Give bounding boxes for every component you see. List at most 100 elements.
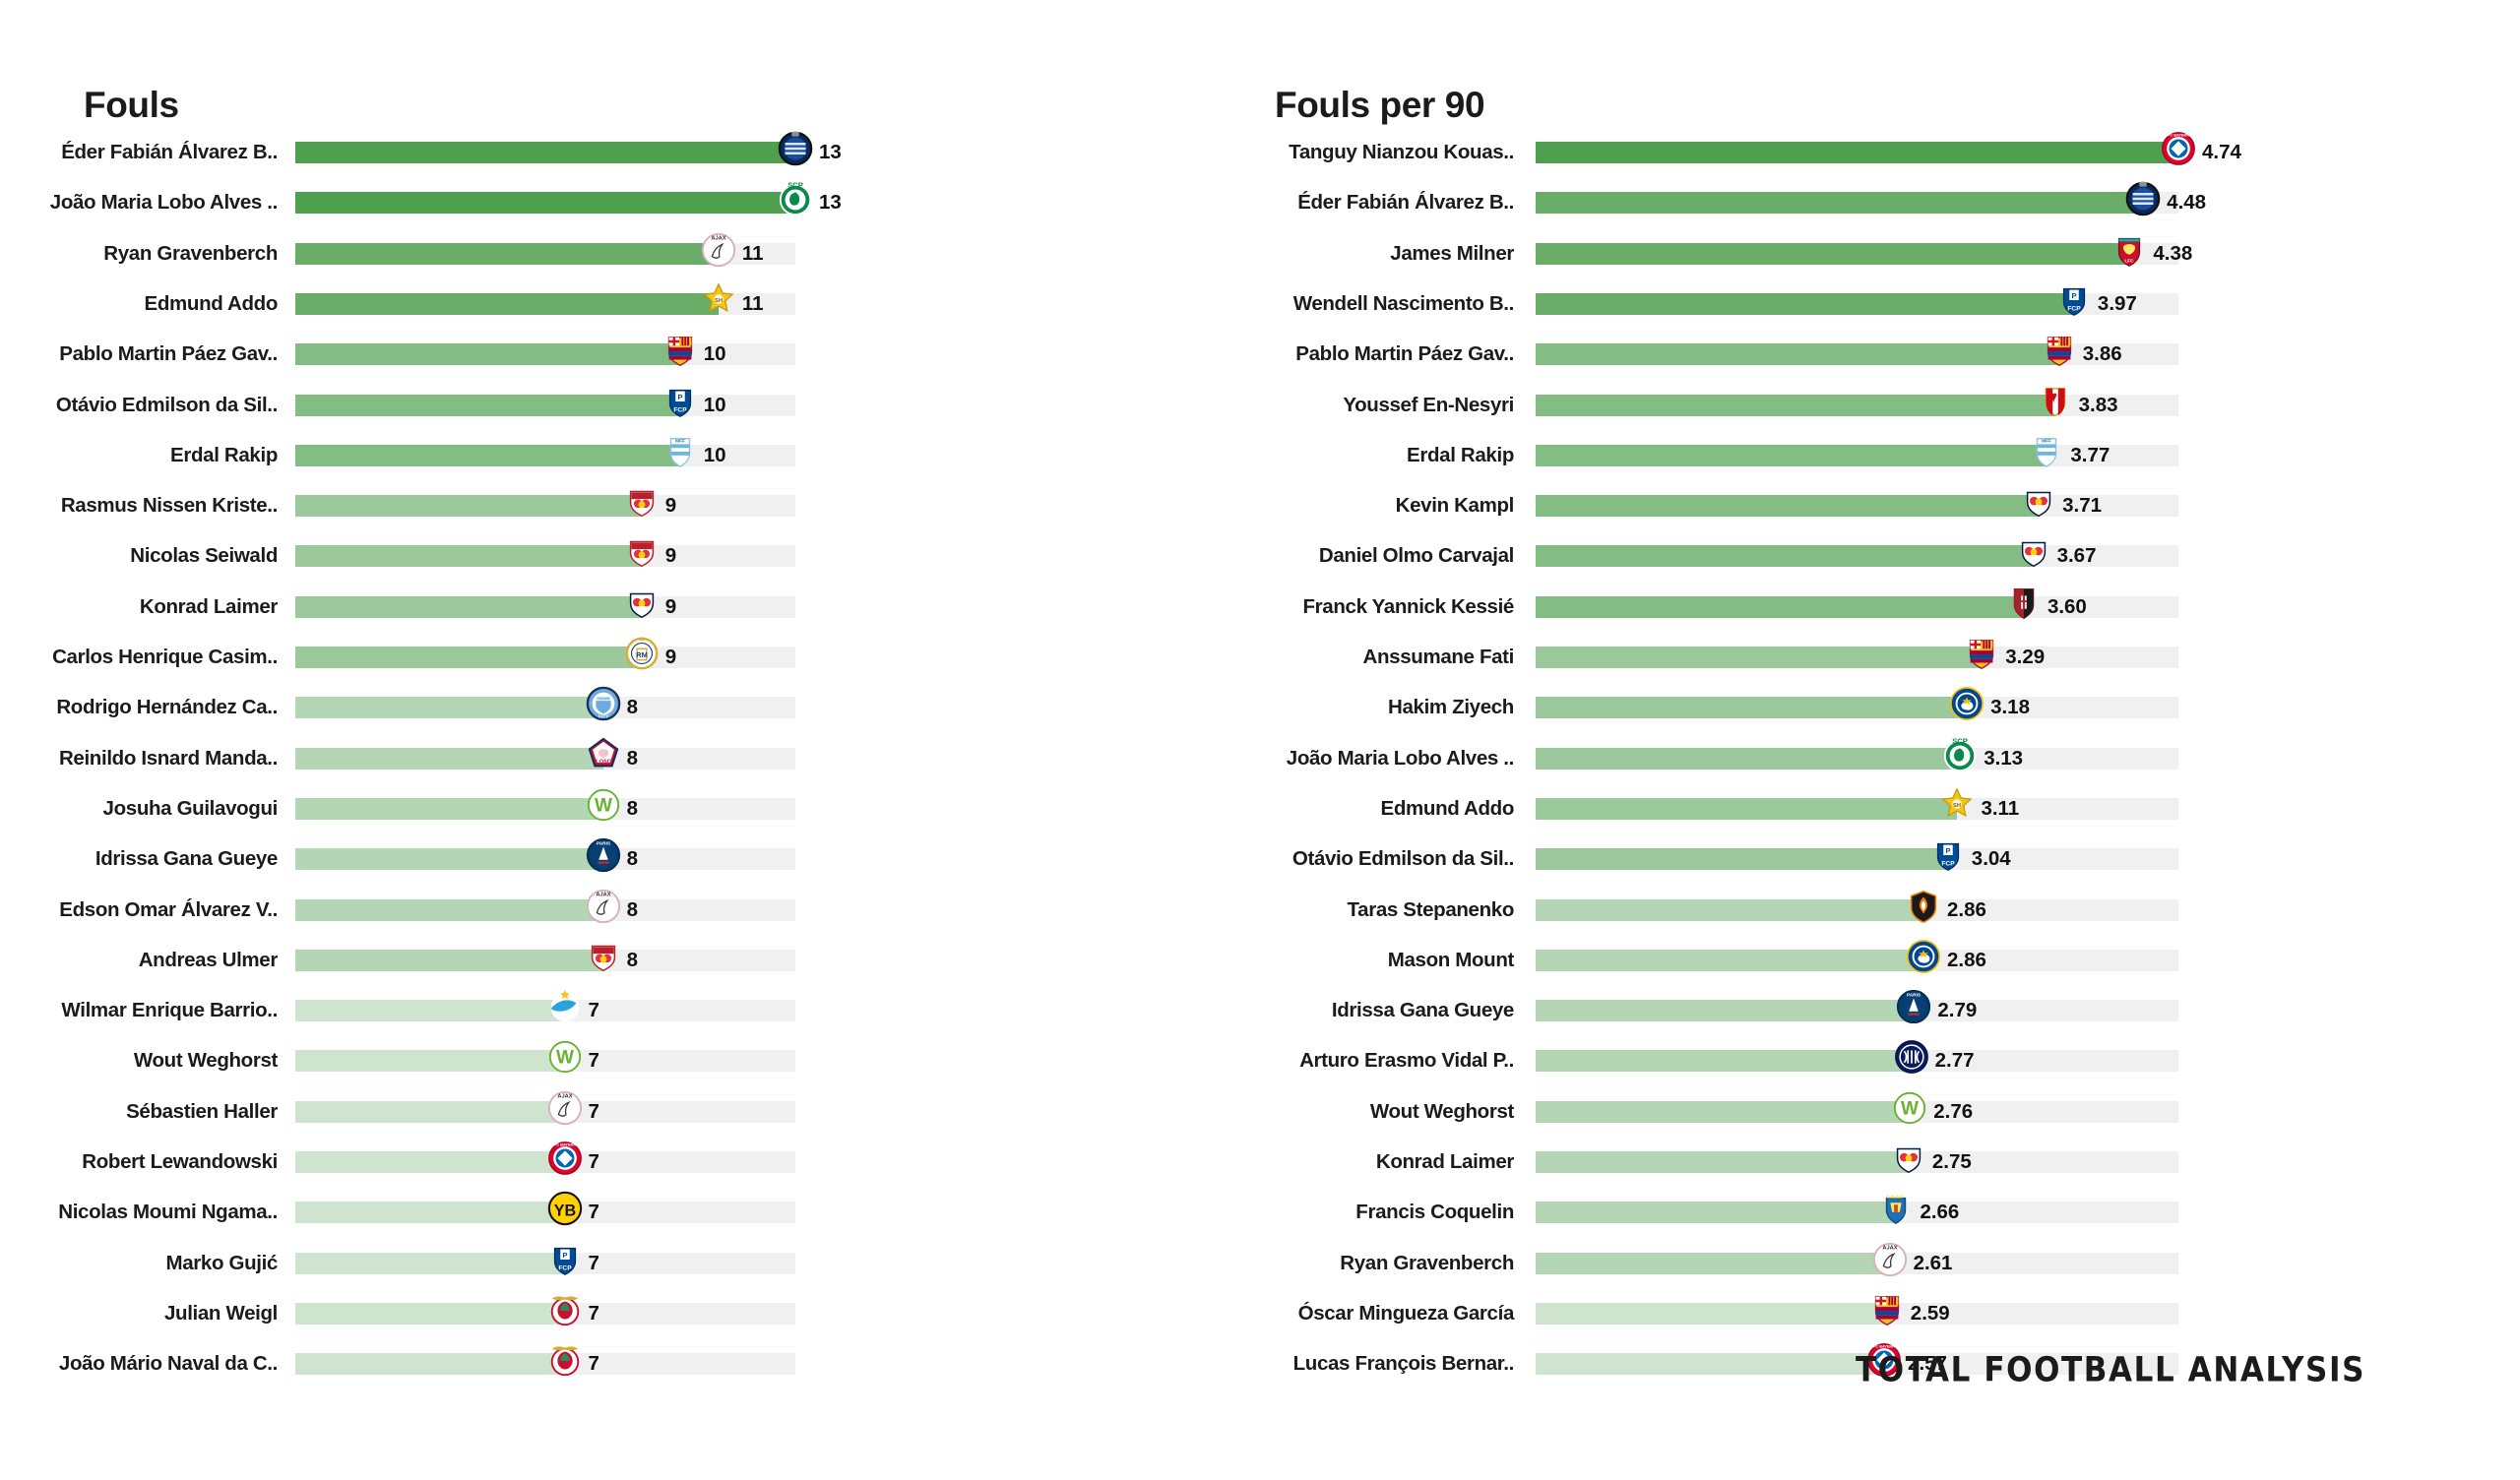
bar-track — [295, 848, 795, 871]
chart-row: Carlos Henrique Casim.. RM 9 — [0, 636, 1250, 672]
club-crest-lille-icon: LOSC — [585, 736, 622, 773]
value-bar — [1536, 797, 1958, 820]
bar-track — [295, 1151, 795, 1173]
row-player-label: James Milner — [1390, 241, 1514, 265]
row-value-label: 10 — [703, 443, 726, 466]
bar-track — [295, 797, 795, 820]
bar-track — [1536, 797, 2178, 820]
row-value-label: 3.11 — [1981, 796, 2020, 820]
row-value-label: 9 — [664, 544, 677, 568]
value-bar — [295, 545, 642, 568]
value-bar — [295, 848, 603, 871]
club-crest-ac-milan-icon — [2005, 585, 2043, 622]
club-crest-sheriff-icon: SH — [700, 281, 737, 319]
row-player-label: Edmund Addo — [144, 291, 279, 315]
page-title-fouls-per-90: Fouls per 90 — [1275, 85, 1485, 125]
value-bar — [295, 898, 603, 921]
club-crest-psg-icon: PARIS — [1895, 988, 1932, 1025]
club-crest-liverpool-icon: LFC — [2110, 231, 2148, 269]
bar-track — [295, 647, 795, 668]
value-bar — [295, 142, 795, 163]
club-crest-wolfsburg-icon: W — [1891, 1089, 1928, 1127]
row-value-label: 7 — [588, 1352, 599, 1376]
row-value-label: 3.77 — [2070, 443, 2110, 466]
svg-text:AJAX: AJAX — [596, 892, 610, 897]
row-player-label: Nicolas Moumi Ngama.. — [58, 1201, 278, 1224]
row-player-label: Pablo Martin Páez Gav.. — [1295, 342, 1514, 366]
fouls-chart-panel: Fouls Éder Fabián Álvarez B.. 13 João Mari… — [0, 0, 1250, 1480]
bar-track — [295, 1202, 795, 1224]
bar-track — [295, 545, 795, 568]
row-player-label: Reinildo Isnard Manda.. — [58, 746, 278, 770]
chart-row: João Maria Lobo Alves .. SCP 3.13 — [1250, 736, 2520, 773]
svg-text:P: P — [562, 1251, 567, 1260]
row-player-label: Kevin Kampl — [1395, 494, 1515, 518]
row-value-label: 9 — [664, 646, 677, 668]
svg-text:PARIS: PARIS — [1907, 993, 1921, 999]
row-player-label: Hakim Ziyech — [1388, 696, 1514, 719]
row-value-label: 13 — [819, 141, 842, 163]
chart-row: Anssumane Fati 3.29 — [1250, 639, 2520, 672]
bar-track — [1536, 898, 2178, 921]
bar-track — [295, 1050, 795, 1073]
svg-text:LOSC: LOSC — [596, 759, 611, 765]
svg-text:AJAX: AJAX — [557, 1093, 572, 1099]
row-value-label: 7 — [588, 1201, 599, 1224]
row-player-label: Marko Gujić — [165, 1251, 279, 1274]
row-value-label: 4.74 — [2202, 141, 2241, 163]
chart-row: Otávio Edmilson da Sil.. P FCP 10 — [0, 389, 1250, 420]
value-bar — [1536, 444, 2048, 466]
club-crest-chelsea-icon — [1905, 938, 1942, 975]
row-value-label: 3.04 — [1971, 847, 2011, 871]
chart-row: Hakim Ziyech 3.18 — [1250, 687, 2520, 722]
svg-text:P: P — [1945, 846, 1950, 855]
row-player-label: Edmund Addo — [1380, 796, 1515, 820]
value-bar — [295, 797, 603, 820]
chart-row: Julian Weigl 7 — [0, 1296, 1250, 1328]
club-crest-porto-icon: P FCP — [2055, 281, 2093, 319]
value-bar — [295, 1202, 565, 1224]
bar-track — [295, 142, 795, 163]
bar-track — [295, 1302, 795, 1325]
chart-row: Óscar Mingueza García 2.59 — [1250, 1295, 2520, 1328]
bar-track — [1536, 343, 2178, 366]
value-bar — [295, 1050, 565, 1073]
club-crest-rb-leipzig-icon — [2020, 483, 2057, 521]
club-crest-porto-icon: P FCP — [662, 383, 699, 420]
club-crest-salzburg-icon — [623, 483, 661, 521]
svg-text:CITY: CITY — [598, 714, 609, 720]
chart-row: Éder Fabián Álvarez B.. 13 — [0, 131, 1250, 167]
svg-text:P: P — [677, 393, 682, 401]
club-crest-malmo-icon: MFF — [662, 433, 699, 470]
chart-row: Youssef En-Nesyri 3.83 — [1250, 387, 2520, 420]
row-player-label: Anssumane Fati — [1362, 646, 1515, 668]
value-bar — [295, 292, 719, 315]
svg-text:MFF: MFF — [675, 438, 685, 444]
value-bar — [1536, 1000, 1915, 1022]
bar-track — [1536, 747, 2178, 770]
chart-row: João Maria Lobo Alves .. SCP 13 — [0, 181, 1250, 217]
bar-track — [1536, 697, 2178, 719]
club-crest-barcelona-icon — [2041, 332, 2078, 369]
row-player-label: Éder Fabián Álvarez B.. — [61, 141, 278, 163]
svg-text:FC BAYERN: FC BAYERN — [2168, 134, 2189, 138]
chart-row: Idrissa Gana Gueye PARIS 8 — [0, 838, 1250, 874]
row-player-label: Arturo Erasmo Vidal P.. — [1299, 1049, 1514, 1073]
bar-track — [1536, 647, 2178, 668]
chart-row: Konrad Laimer 9 — [0, 592, 1250, 622]
svg-text:SH: SH — [715, 298, 723, 304]
row-value-label: 2.59 — [1910, 1301, 1950, 1325]
row-value-label: 3.67 — [2056, 544, 2097, 568]
chart-row: Tanguy Nianzou Kouas.. FC BAYERN 4.74 — [1250, 132, 2520, 167]
svg-text:AJAX: AJAX — [711, 235, 725, 241]
club-crest-salzburg-icon — [623, 533, 661, 571]
svg-text:P: P — [2071, 291, 2076, 300]
svg-text:LFC: LFC — [2125, 258, 2135, 264]
row-player-label: Daniel Olmo Carvajal — [1318, 544, 1514, 568]
bar-track — [1536, 242, 2178, 265]
svg-text:FCP: FCP — [1941, 861, 1955, 868]
value-bar — [1536, 1151, 1909, 1173]
row-player-label: Mason Mount — [1387, 948, 1515, 971]
value-bar — [295, 1252, 565, 1274]
